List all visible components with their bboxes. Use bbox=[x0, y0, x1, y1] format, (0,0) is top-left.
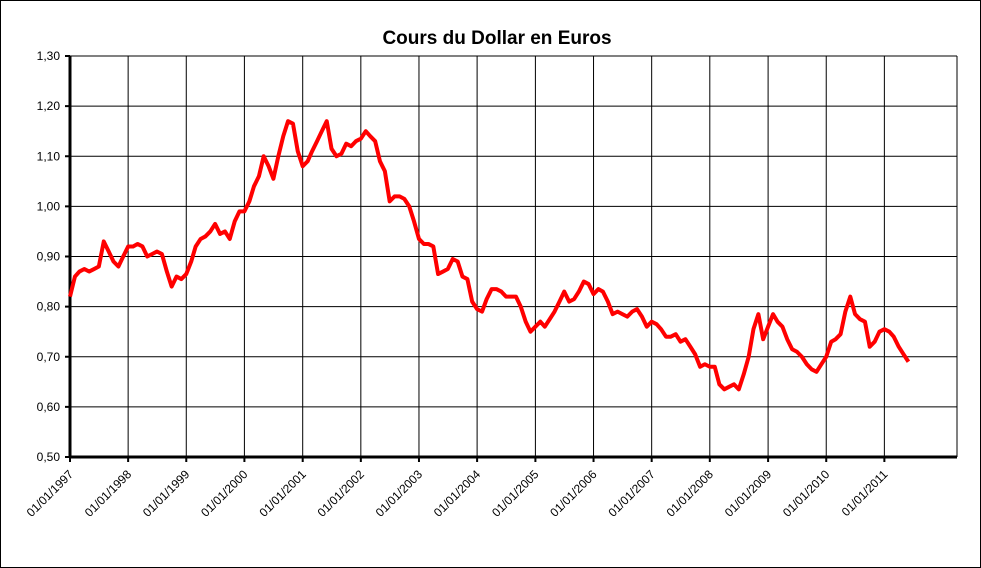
y-tick-label: 1,30 bbox=[37, 49, 61, 63]
y-tick-label: 0,60 bbox=[37, 400, 61, 414]
y-tick-label: 0,70 bbox=[37, 350, 61, 364]
y-tick-label: 1,00 bbox=[37, 199, 61, 213]
y-tick-label: 0,90 bbox=[37, 250, 61, 264]
data-line bbox=[68, 119, 911, 392]
y-tick-label: 0,80 bbox=[37, 300, 61, 314]
y-tick-label: 0,50 bbox=[37, 450, 61, 464]
y-tick-label: 1,20 bbox=[37, 99, 61, 113]
y-tick-label: 1,10 bbox=[37, 149, 61, 163]
chart-title: Cours du Dollar en Euros bbox=[382, 28, 611, 49]
